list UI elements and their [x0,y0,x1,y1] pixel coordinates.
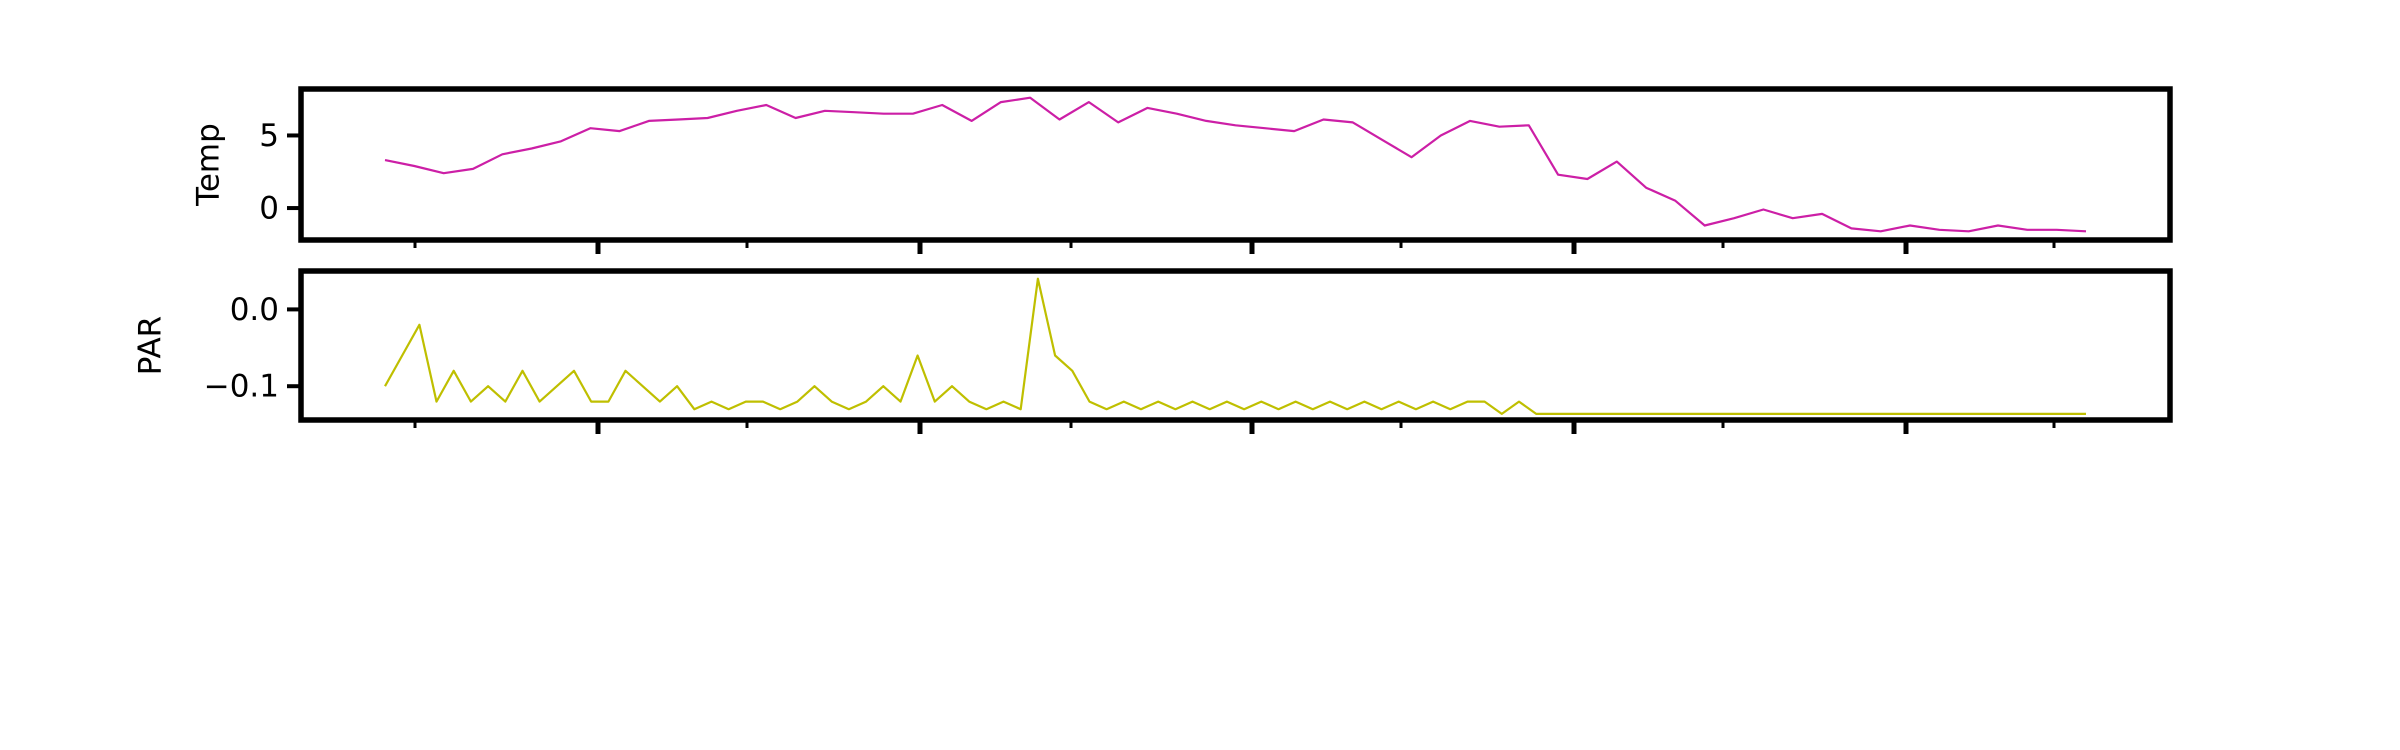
y-axis-label: Temp [191,123,227,207]
y-tick-label: 0 [259,191,279,227]
data-line [384,96,2087,233]
y-axis-label: PAR [133,316,169,375]
y-tick-label: −0.1 [204,369,279,405]
y-tick-label: 5 [259,118,279,154]
plot-frame [298,268,2173,423]
y-tick-label: 0.0 [230,292,279,328]
plot-frame [298,86,2173,243]
data-line [384,277,2086,415]
